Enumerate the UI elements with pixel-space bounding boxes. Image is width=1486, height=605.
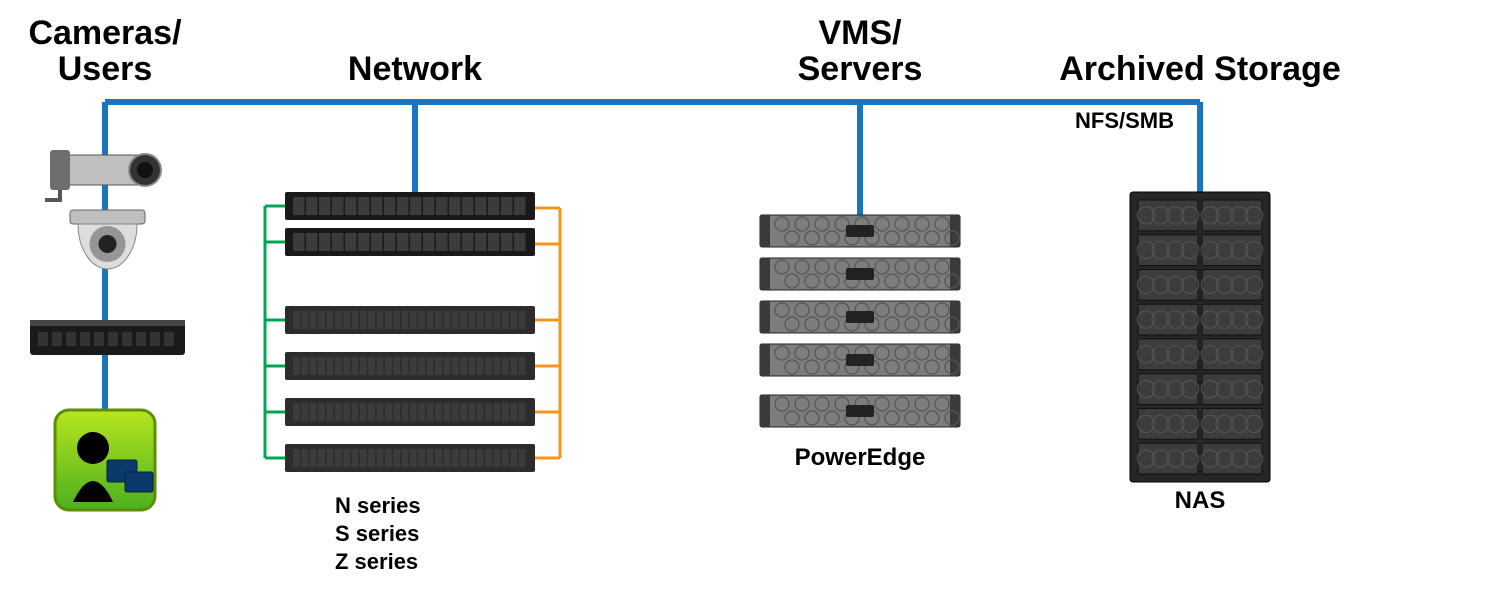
servers-label: PowerEdge — [795, 444, 926, 471]
network-switch — [285, 228, 535, 256]
nas-label: NAS — [1175, 487, 1226, 514]
poweredge-server — [760, 301, 960, 333]
network-switch — [285, 398, 535, 426]
svg-text:Archived Storage: Archived Storage — [1059, 50, 1341, 88]
svg-text:Servers: Servers — [798, 50, 923, 88]
architecture-diagram: Cameras/Users Network VMS/Servers Archived … — [0, 0, 1486, 605]
nas-chassis — [1130, 192, 1270, 482]
nvr-icon — [30, 320, 185, 355]
user-icon — [55, 410, 155, 510]
svg-text:Network: Network — [348, 50, 482, 88]
network-series-label: S series — [335, 521, 419, 546]
network-switch — [285, 444, 535, 472]
dome-camera-icon — [70, 210, 145, 269]
network-switch — [285, 352, 535, 380]
svg-text:VMS/: VMS/ — [818, 14, 902, 52]
network-switch — [285, 306, 535, 334]
protocol-label: NFS/SMB — [1075, 108, 1174, 133]
poweredge-server — [760, 344, 960, 376]
poweredge-server — [760, 258, 960, 290]
network-switch — [285, 192, 535, 220]
svg-text:Cameras/: Cameras/ — [28, 14, 182, 52]
poweredge-server — [760, 215, 960, 247]
poweredge-server — [760, 395, 960, 427]
network-series-label: Z series — [335, 549, 418, 574]
svg-text:Users: Users — [58, 50, 153, 88]
network-series-label: N series — [335, 493, 421, 518]
